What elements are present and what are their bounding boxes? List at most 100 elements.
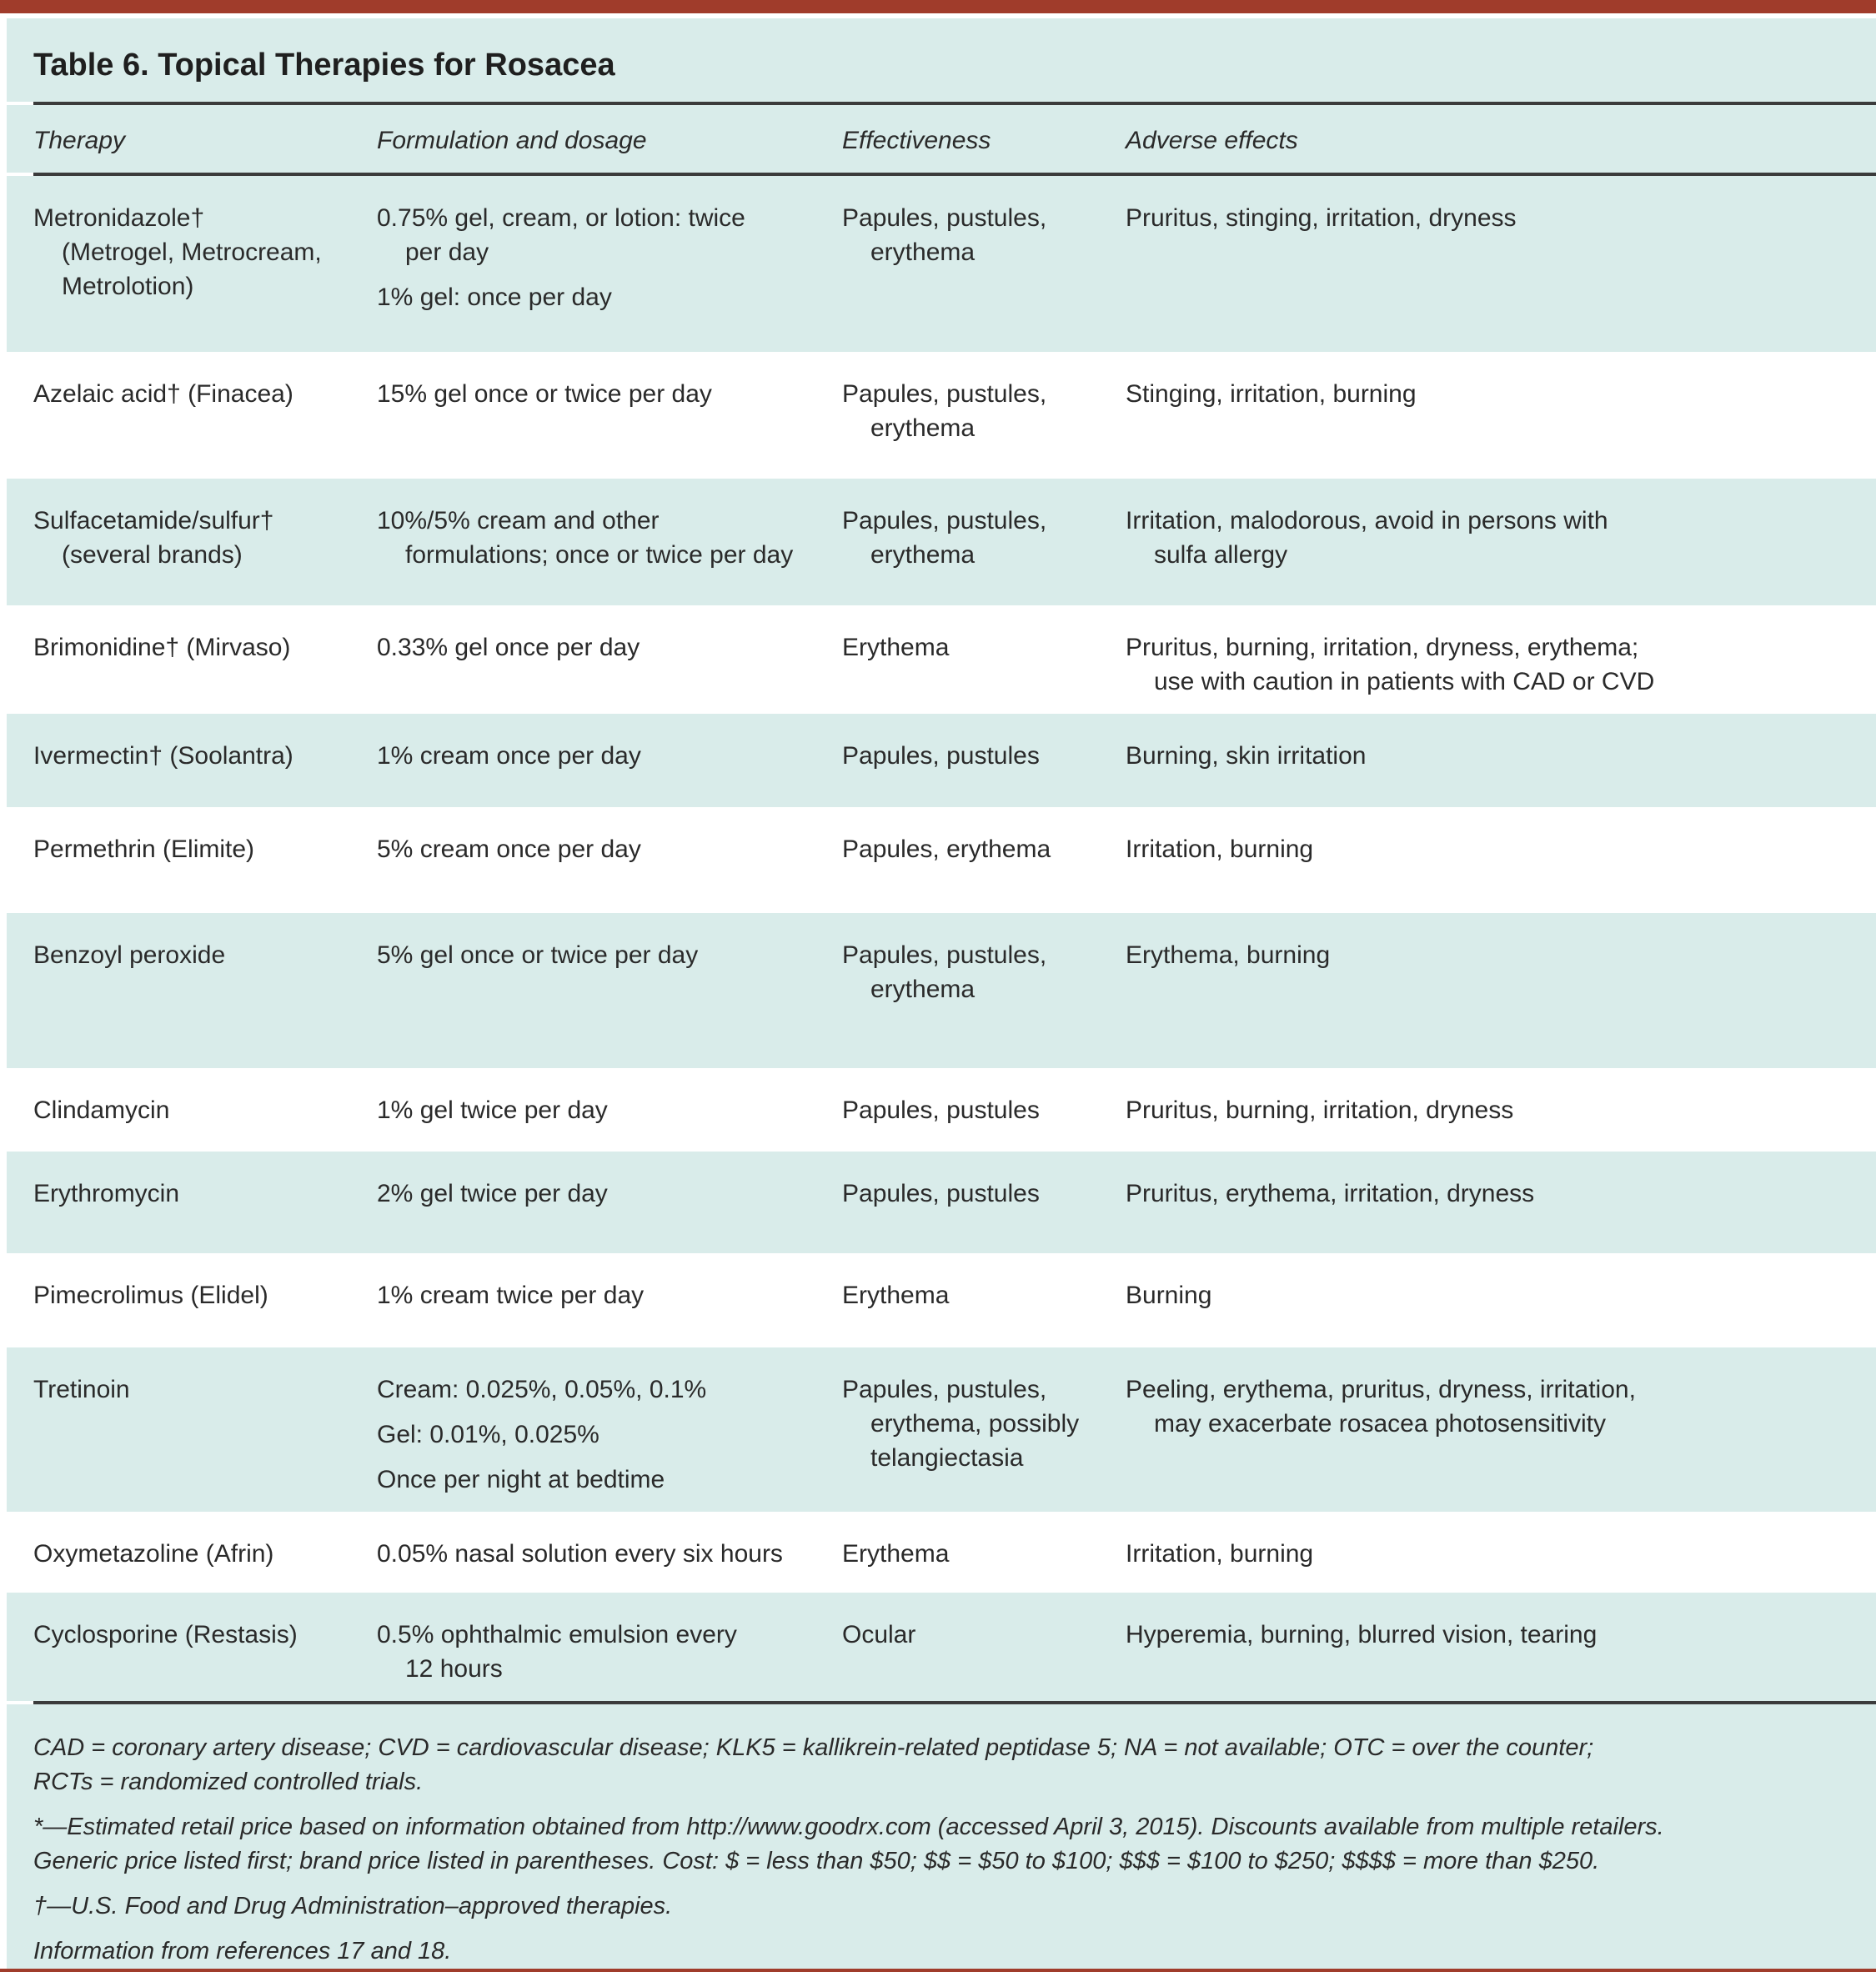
therapy-cell: Brimonidine† (Mirvaso)	[33, 630, 377, 699]
cell-line: sulfa allergy	[1154, 541, 1288, 569]
therapy-cell: Benzoyl peroxide	[33, 938, 377, 1053]
cell-line: Hyperemia, burning, blurred vision, tear…	[1126, 1621, 1598, 1648]
cell-line: Erythema, burning	[1126, 941, 1331, 969]
column-header-adverse-effects: Adverse effects	[1126, 127, 1298, 154]
effectiveness-cell: Erythema	[842, 630, 1126, 699]
table-row: Cyclosporine (Restasis) 0.5% ophthalmic e…	[0, 1593, 1876, 1701]
cell-line: Pruritus, erythema, irritation, dryness	[1126, 1180, 1535, 1207]
effectiveness-cell: Papules, pustules, erythema	[842, 938, 1126, 1053]
cell-line: Pruritus, burning, irritation, dryness	[1126, 1096, 1514, 1124]
cell-line: Permethrin (Elimite)	[33, 835, 255, 863]
adverse-cell: Irritation, burning	[1126, 832, 1868, 898]
footnote-line: RCTs = randomized controlled trials.	[33, 1769, 424, 1795]
formulation-cell: 5% cream once per day	[377, 832, 842, 898]
cell-line: Papules, pustules	[842, 742, 1040, 770]
table-row: Permethrin (Elimite) 5% cream once per da…	[0, 807, 1876, 913]
cell-line: Erythromycin	[33, 1180, 180, 1207]
cell-line: Sulfacetamide/sulfur†	[33, 507, 274, 534]
cell-line: Peeling, erythema, pruritus, dryness, ir…	[1126, 1376, 1636, 1403]
formulation-cell: 1% cream twice per day	[377, 1278, 842, 1332]
effectiveness-cell: Papules, pustules, erythema	[842, 504, 1126, 590]
therapy-cell: Permethrin (Elimite)	[33, 832, 377, 898]
table-row: Oxymetazoline (Afrin) 0.05% nasal solutio…	[0, 1512, 1876, 1593]
cell-line: Metronidazole†	[33, 204, 205, 232]
rule-top	[33, 102, 1876, 105]
effectiveness-cell: Erythema	[842, 1537, 1126, 1578]
cell-line: Tretinoin	[33, 1376, 130, 1403]
cell-line: erythema	[870, 541, 976, 569]
adverse-cell: Hyperemia, burning, blurred vision, tear…	[1126, 1618, 1868, 1686]
bottom-border-bar	[0, 1969, 1876, 1972]
table-row: Sulfacetamide/sulfur† (several brands) 10%…	[0, 479, 1876, 605]
cell-line: Erythema	[842, 1540, 950, 1568]
therapy-cell: Erythromycin	[33, 1177, 377, 1238]
cell-line: Erythema	[842, 1282, 950, 1309]
cell-line: 0.75% gel, cream, or lotion: twice	[377, 204, 745, 232]
cell-line: Irritation, burning	[1126, 835, 1314, 863]
table-title: Table 6. Topical Therapies for Rosacea	[33, 48, 615, 83]
cell-line: erythema	[870, 238, 976, 266]
table-row: Benzoyl peroxide 5% gel once or twice per…	[0, 913, 1876, 1068]
footnote-line: CAD = coronary artery disease; CVD = car…	[33, 1734, 1594, 1761]
cell-line: Stinging, irritation, burning	[1126, 380, 1417, 408]
cell-line: Papules, pustules	[842, 1096, 1040, 1124]
cell-line: 0.5% ophthalmic emulsion every	[377, 1621, 737, 1648]
cell-line: (Metrogel, Metrocream,	[62, 238, 322, 266]
effectiveness-cell: Papules, pustules, erythema	[842, 201, 1126, 337]
cell-line: 1% gel twice per day	[377, 1096, 608, 1124]
adverse-cell: Burning, skin irritation	[1126, 739, 1868, 792]
footnote: *—Estimated retail price based on inform…	[33, 1810, 1843, 1879]
cell-line: (several brands)	[62, 541, 243, 569]
therapy-cell: Clindamycin	[33, 1093, 377, 1137]
cell-line: erythema, possibly	[870, 1410, 1080, 1438]
cell-line: Papules, erythema	[842, 835, 1051, 863]
adverse-cell: Pruritus, erythema, irritation, dryness	[1126, 1177, 1868, 1238]
table-row: Erythromycin 2% gel twice per day Papules,…	[0, 1152, 1876, 1253]
cell-line: Papules, pustules,	[842, 507, 1047, 534]
effectiveness-cell: Papules, pustules, erythema, possibly tela…	[842, 1372, 1126, 1497]
table-row: Tretinoin Cream: 0.025%, 0.05%, 0.1% Gel: …	[0, 1347, 1876, 1512]
cell-line: Papules, pustules,	[842, 1376, 1047, 1403]
table-row: Pimecrolimus (Elidel) 1% cream twice per …	[0, 1253, 1876, 1347]
cell-line: Irritation, malodorous, avoid in persons…	[1126, 507, 1608, 534]
footnote-line: †—U.S. Food and Drug Administration–appr…	[33, 1893, 673, 1919]
effectiveness-cell: Papules, pustules	[842, 1093, 1126, 1137]
therapy-cell: Ivermectin† (Soolantra)	[33, 739, 377, 792]
cell-line: use with caution in patients with CAD or…	[1154, 668, 1655, 695]
cell-line: telangiectasia	[870, 1444, 1024, 1472]
cell-line: 5% cream once per day	[377, 835, 641, 863]
cell-line: Gel: 0.01%, 0.025%	[377, 1421, 599, 1448]
cell-line: Oxymetazoline (Afrin)	[33, 1540, 274, 1568]
formulation-cell: 0.5% ophthalmic emulsion every 12 hours	[377, 1618, 842, 1686]
therapy-cell: Sulfacetamide/sulfur† (several brands)	[33, 504, 377, 590]
top-border-bar	[0, 0, 1876, 13]
cell-line: Pruritus, stinging, irritation, dryness	[1126, 204, 1517, 232]
formulation-cell: 0.75% gel, cream, or lotion: twice per da…	[377, 201, 842, 337]
table-body: Metronidazole† (Metrogel, Metrocream, Metr…	[0, 176, 1876, 1701]
effectiveness-cell: Erythema	[842, 1278, 1126, 1332]
adverse-cell: Irritation, burning	[1126, 1537, 1868, 1578]
cell-line: erythema	[870, 976, 976, 1003]
title-band: Table 6. Topical Therapies for Rosacea	[0, 18, 1876, 102]
formulation-cell: 5% gel once or twice per day	[377, 938, 842, 1053]
top-gap	[0, 13, 1876, 18]
footnote: Information from references 17 and 18.	[33, 1934, 1843, 1969]
effectiveness-cell: Ocular	[842, 1618, 1126, 1686]
formulation-cell: 1% cream once per day	[377, 739, 842, 792]
cell-line: 12 hours	[405, 1655, 503, 1683]
footnote-line: Generic price listed first; brand price …	[33, 1848, 1600, 1874]
cell-line: Ivermectin† (Soolantra)	[33, 742, 293, 770]
cell-line: 0.05% nasal solution every six hours	[377, 1540, 783, 1568]
footnotes-section: CAD = coronary artery disease; CVD = car…	[0, 1704, 1876, 1969]
cell-line: Papules, pustules,	[842, 380, 1047, 408]
adverse-cell: Pruritus, stinging, irritation, dryness	[1126, 201, 1868, 337]
cell-line: 5% gel once or twice per day	[377, 941, 699, 969]
cell-line: 0.33% gel once per day	[377, 634, 640, 661]
formulation-cell: 1% gel twice per day	[377, 1093, 842, 1137]
cell-line: 15% gel once or twice per day	[377, 380, 712, 408]
cell-line: Papules, pustules,	[842, 941, 1047, 969]
cell-line: Pimecrolimus (Elidel)	[33, 1282, 268, 1309]
cell-line: Cream: 0.025%, 0.05%, 0.1%	[377, 1376, 707, 1403]
table-row: Metronidazole† (Metrogel, Metrocream, Metr…	[0, 176, 1876, 352]
